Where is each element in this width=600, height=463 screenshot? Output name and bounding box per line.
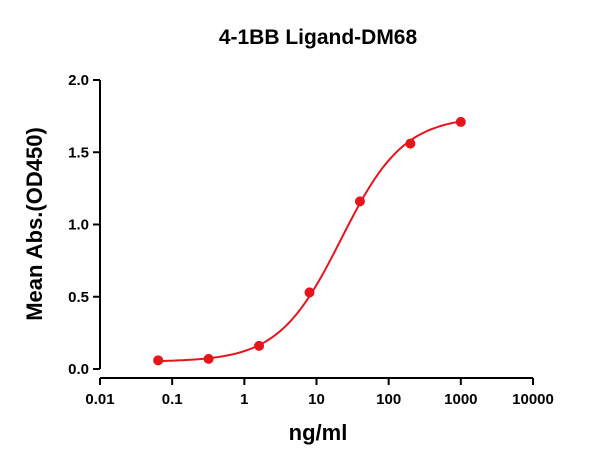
x-tick-label: 1 — [240, 391, 248, 408]
data-points — [153, 116, 466, 366]
x-axis-ticks: 0.01 0.1 1 10 100 1000 10000 — [85, 378, 554, 408]
data-point — [254, 340, 265, 351]
fit-curve — [158, 120, 462, 363]
data-point — [153, 355, 164, 366]
data-point — [455, 116, 466, 127]
x-tick-label: 10000 — [512, 391, 554, 408]
x-tick-label: 10 — [308, 391, 325, 408]
x-axis-label: ng/ml — [289, 420, 348, 445]
data-point — [405, 138, 416, 149]
data-point — [304, 287, 315, 298]
y-axis-label: Mean Abs.(OD450) — [22, 127, 47, 321]
x-tick-label: 0.1 — [162, 391, 183, 408]
x-tick-label: 0.01 — [85, 391, 114, 408]
chart-title: 4-1BB Ligand-DM68 — [219, 26, 418, 49]
data-point — [354, 196, 365, 207]
y-axis-ticks: 0.0 0.5 1.0 1.5 2.0 — [68, 72, 100, 378]
y-tick-label: 2.0 — [68, 72, 89, 89]
y-tick-label: 0.0 — [68, 361, 89, 378]
x-tick-label: 100 — [376, 391, 401, 408]
x-tick-label: 1000 — [444, 391, 477, 408]
y-tick-label: 1.0 — [68, 217, 89, 234]
data-point — [203, 353, 214, 364]
y-tick-label: 0.5 — [68, 289, 89, 306]
y-tick-label: 1.5 — [68, 144, 89, 161]
